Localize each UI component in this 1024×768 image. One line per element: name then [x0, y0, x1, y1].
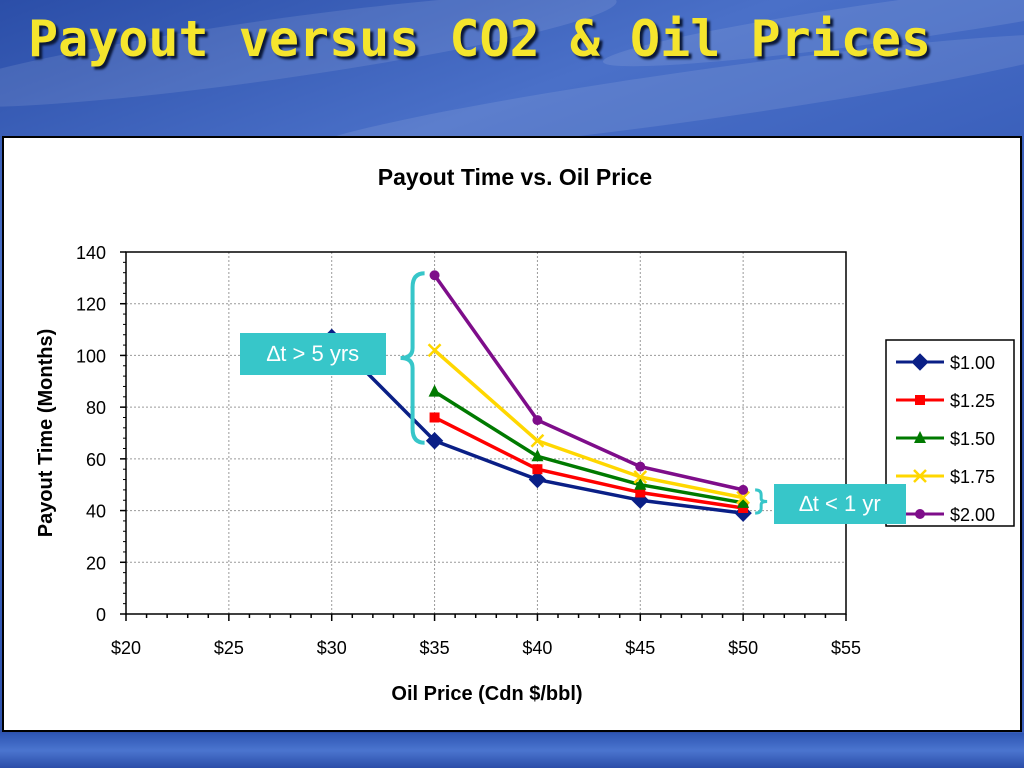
data-point	[532, 415, 543, 426]
data-point	[531, 449, 544, 462]
data-point	[425, 432, 444, 450]
chart-panel: Payout Time vs. Oil Price 0 20 40 60 80 100 120…	[2, 136, 1022, 732]
legend-marker-2	[914, 431, 926, 443]
x-tick-label: $40	[522, 638, 552, 658]
y-tick-label: 140	[76, 243, 106, 263]
data-point	[635, 461, 646, 472]
delta-t-large-callout: ∆t > 5 yrs	[240, 333, 386, 375]
x-tick-label: $55	[831, 638, 861, 658]
payout-chart: Payout Time vs. Oil Price 0 20 40 60 80 100 120…	[35, 164, 1015, 705]
y-tick-label: 80	[86, 398, 106, 418]
data-point	[635, 487, 646, 498]
plot-area-border	[125, 251, 847, 615]
delta-t-small-callout: ∆t < 1 yr	[774, 484, 906, 524]
data-point	[737, 495, 750, 508]
series-line-4	[433, 274, 744, 492]
data-point	[427, 343, 442, 358]
series-line-2	[433, 390, 744, 505]
slide-title: Payout versus CO2 & Oil Prices	[28, 10, 932, 68]
data-point	[738, 502, 749, 513]
legend-label-4: $2.00	[950, 505, 995, 525]
y-tick-label: 120	[76, 295, 106, 315]
x-tick-label: $35	[420, 638, 450, 658]
data-point	[429, 412, 440, 423]
data-point	[429, 270, 440, 281]
data-point	[530, 433, 545, 448]
x-axis-label: Oil Price (Cdn $/bbl)	[391, 683, 582, 705]
x-tick-label: $30	[317, 638, 347, 658]
data-point	[532, 464, 543, 475]
legend-marker-0	[911, 353, 929, 371]
y-tick-label: 60	[86, 450, 106, 470]
data-point	[738, 484, 749, 495]
x-tick-label: $20	[111, 638, 141, 658]
y-tick-label: 40	[86, 502, 106, 522]
bottom-band	[0, 733, 1024, 768]
series-line-3	[433, 348, 744, 500]
y-tick-label: 20	[86, 553, 106, 573]
legend-box	[885, 339, 1015, 527]
legend-label-1: $1.25	[950, 391, 995, 411]
chart-title: Payout Time vs. Oil Price	[378, 164, 652, 190]
data-point	[528, 470, 547, 489]
legend-label-2: $1.50	[950, 429, 995, 449]
data-point	[633, 470, 648, 484]
data-point	[736, 490, 751, 505]
y-tick-label: 0	[96, 605, 106, 625]
x-tick-label: $50	[728, 638, 758, 658]
legend-label-0: $1.00	[950, 353, 995, 373]
x-tick-label: $45	[625, 638, 655, 658]
legend-marker-3	[913, 469, 927, 483]
y-tick-label: 100	[76, 346, 106, 366]
data-point	[634, 477, 647, 490]
y-axis-label: Payout Time (Months)	[35, 329, 57, 538]
x-tick-label: $25	[214, 638, 244, 658]
legend-marker-1	[915, 395, 925, 405]
legend-marker-4	[915, 509, 925, 519]
data-point	[428, 384, 441, 397]
legend-label-3: $1.75	[950, 467, 995, 487]
large-brace	[400, 271, 425, 445]
small-brace	[755, 488, 768, 515]
series-line-1	[433, 415, 744, 510]
